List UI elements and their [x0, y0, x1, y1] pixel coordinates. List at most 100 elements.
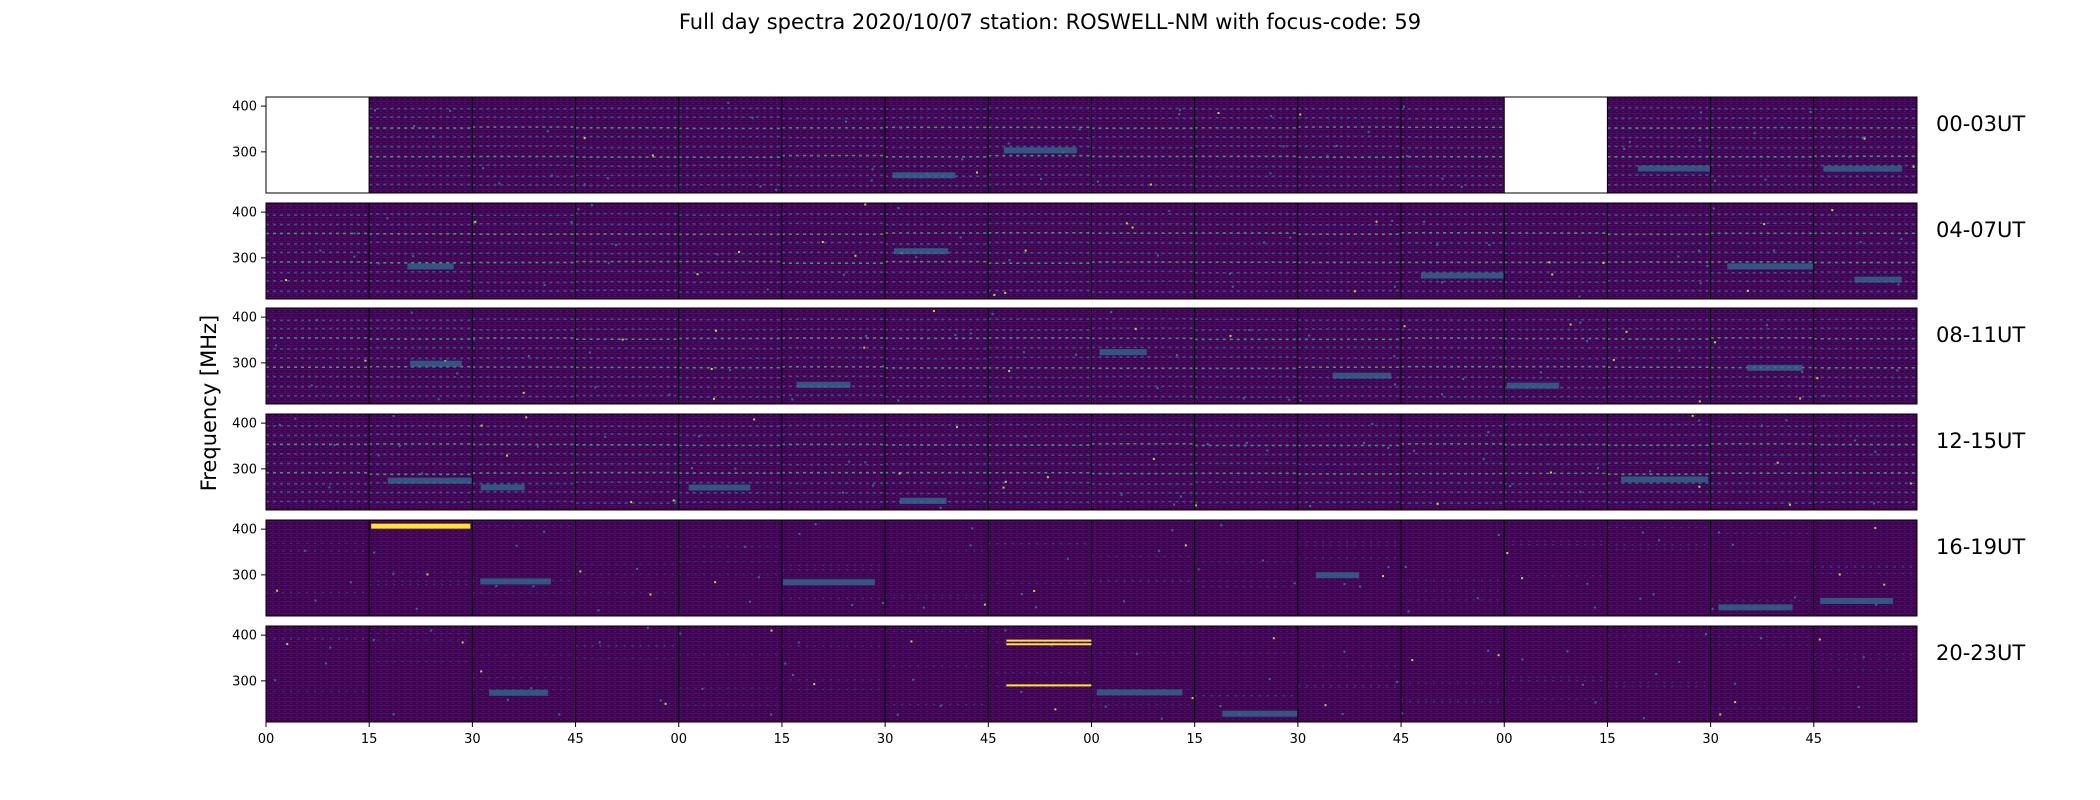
spectrogram-panel — [1091, 625, 1196, 723]
x-tick-label: 15 — [1599, 732, 1616, 747]
spectrogram-panel — [884, 625, 989, 723]
spectrogram-panel — [471, 307, 577, 405]
spectrogram-panel — [1091, 96, 1196, 194]
y-tick-label: 400 — [232, 417, 257, 432]
spectrogram-panel — [1194, 96, 1299, 194]
spectrogram-panel — [1297, 519, 1402, 617]
x-tick-label: 45 — [1393, 732, 1410, 747]
spectrogram-panel — [1813, 519, 1918, 617]
spectrogram-panel — [678, 202, 783, 300]
spectrogram-panel — [1503, 307, 1608, 405]
spectrogram-panel — [471, 519, 577, 617]
spectrogram-panel — [1503, 519, 1608, 617]
spectrogram-panel — [781, 519, 886, 617]
y-tick-label: 300 — [232, 674, 257, 689]
spectrogram-panel — [678, 307, 783, 405]
row-12-15UT: 300 400 12-15UT — [232, 413, 2025, 511]
x-tick-label: 15 — [361, 732, 378, 747]
spectrogram-panel — [1606, 96, 1717, 194]
y-tick-label: 300 — [232, 145, 257, 160]
spectrogram-panel — [1297, 307, 1402, 405]
row-label: 08-11UT — [1936, 323, 2025, 347]
spectrogram-panel — [1503, 625, 1608, 723]
spectrogram-panel — [368, 519, 473, 617]
spectrogram-panel — [1606, 413, 1712, 511]
chart-title: Full day spectra 2020/10/07 station: ROS… — [678, 10, 1422, 34]
spectrogram-panel — [987, 96, 1092, 194]
spectrogram-panel — [1297, 625, 1402, 723]
spectrogram-panel — [1813, 307, 1918, 405]
spectrogram-panel — [368, 96, 473, 194]
spectrogram-panel — [1400, 202, 1513, 300]
spectrogram-panel — [678, 625, 783, 723]
x-tick-label: 30 — [1290, 732, 1307, 747]
spectrogram-panel — [1503, 96, 1608, 194]
spectrogram-panel — [471, 625, 577, 723]
x-tick-label: 30 — [464, 732, 481, 747]
row-label: 04-07UT — [1936, 218, 2025, 242]
y-tick-label: 400 — [232, 629, 257, 644]
spectrogram-panel — [575, 202, 680, 300]
spectrogram-panel — [1710, 202, 1816, 300]
x-tick-label: 15 — [774, 732, 791, 747]
spectrogram-panel — [1813, 625, 1918, 723]
spectrogram-panel — [884, 307, 989, 405]
spectrogram-panel — [1297, 413, 1402, 511]
spectrogram-panel — [987, 307, 1092, 405]
row-20-23UT: 300 400 20-23UT — [232, 625, 2025, 723]
y-tick-label: 400 — [232, 311, 257, 326]
spectrogram-panel — [1710, 625, 1815, 723]
y-tick-label: 400 — [232, 100, 257, 115]
row-label: 20-23UT — [1936, 641, 2025, 665]
row-04-07UT: 300 400 04-07UT — [232, 202, 2025, 300]
row-label: 12-15UT — [1936, 429, 2025, 453]
spectrogram-panel — [987, 519, 1092, 617]
spectrogram-panel — [368, 307, 473, 405]
x-tick-label: 45 — [980, 732, 997, 747]
spectrogram-panel — [781, 202, 886, 300]
spectrogram-panel — [781, 625, 886, 723]
spectrogram-panel — [1091, 307, 1196, 405]
spectrogram-panel — [781, 307, 886, 405]
spectrogram-panel — [884, 413, 989, 511]
spectrogram-panel — [471, 413, 577, 511]
spectrogram-panel — [1194, 307, 1299, 405]
spectrogram-panel — [1710, 96, 1815, 194]
spectrogram-panel — [678, 519, 783, 617]
x-tick-label: 30 — [877, 732, 894, 747]
row-16-19UT: 300 400 16-19UT — [232, 519, 2025, 617]
spectrogram-panel — [1194, 202, 1299, 300]
row-08-11UT: 300 400 08-11UT — [232, 307, 2025, 405]
spectrogram-panel — [987, 625, 1092, 723]
spectrogram-panel — [575, 413, 680, 511]
spectrogram-panel — [678, 413, 783, 511]
spectrogram-panel — [987, 413, 1092, 511]
spectrogram-panel — [1194, 625, 1299, 723]
spectrogram-panel — [1813, 413, 1918, 511]
spectrogram-panel — [1710, 413, 1815, 511]
spectrogram-panel — [884, 519, 989, 617]
spectrogram-panel — [1400, 307, 1505, 405]
y-tick-label: 400 — [232, 206, 257, 221]
spectrogram-panel — [1606, 202, 1712, 300]
spectrogram-panel — [781, 413, 886, 511]
y-tick-label: 300 — [232, 356, 257, 371]
spectrogram-panel — [1606, 307, 1712, 405]
spectrogram-panel — [471, 202, 577, 300]
row-label: 16-19UT — [1936, 535, 2025, 559]
x-tick-label: 30 — [1702, 732, 1719, 747]
spectrogram-panel — [1503, 413, 1608, 511]
y-tick-label: 300 — [232, 251, 257, 266]
spectrogram-panel — [884, 96, 989, 194]
spectrogram-panel — [1091, 202, 1196, 300]
spectrogram-panel — [1091, 413, 1196, 511]
row-00-03UT: 300 400 00-03UT — [232, 96, 2025, 194]
spectrogram-panel — [265, 202, 370, 300]
spectrogram-panel — [1400, 96, 1505, 194]
spectrogram-panel — [1606, 625, 1712, 723]
spectrogram-panel — [1194, 519, 1299, 617]
x-tick-label: 00 — [1083, 732, 1100, 747]
spectrogram-panel — [575, 307, 680, 405]
spectrogram-panel — [368, 202, 473, 300]
